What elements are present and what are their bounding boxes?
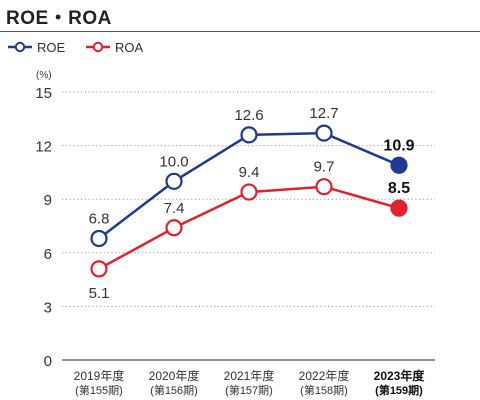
page-title: ROE・ROA bbox=[6, 8, 112, 29]
x-tick-label-term: (第156期) bbox=[150, 383, 198, 397]
title-divider bbox=[0, 31, 480, 32]
data-label-roe: 10.0 bbox=[159, 153, 188, 170]
data-label-roe: 6.8 bbox=[89, 211, 110, 228]
y-tick-label: 3 bbox=[44, 299, 52, 316]
data-point-roe bbox=[165, 172, 183, 190]
x-tick-label-term: (第158期) bbox=[300, 383, 348, 397]
y-tick-label: 6 bbox=[44, 246, 52, 263]
series-roa: 5.1 7.4 9.4 9.7 8.5 bbox=[89, 159, 411, 302]
series-roe: 6.8 10.0 12.6 12.7 10.9 bbox=[89, 105, 415, 248]
data-point-roe bbox=[240, 126, 258, 144]
data-point-roa bbox=[315, 178, 333, 196]
data-label-roa: 7.4 bbox=[164, 200, 185, 217]
data-point-roa bbox=[390, 199, 408, 217]
legend-label: ROA bbox=[115, 40, 144, 55]
x-tick-label-term: (第157期) bbox=[225, 383, 273, 397]
x-tick-label-term: (第155期) bbox=[75, 383, 123, 397]
data-label-roa: 9.7 bbox=[314, 159, 335, 176]
data-point-roa bbox=[90, 260, 108, 278]
y-axis-ticks: 0 3 6 9 12 15 bbox=[35, 85, 52, 370]
y-tick-label: 0 bbox=[44, 353, 52, 370]
legend-item-roe: ROE bbox=[8, 40, 66, 55]
x-tick-label-year: 2023年度 bbox=[374, 368, 426, 383]
data-label-roa: 5.1 bbox=[89, 285, 110, 302]
legend-item-roa: ROA bbox=[86, 40, 144, 55]
data-label-roe: 12.6 bbox=[234, 107, 263, 124]
legend-label: ROE bbox=[37, 40, 66, 55]
legend-marker bbox=[14, 41, 26, 53]
data-point-roa bbox=[240, 183, 258, 201]
data-label-roe: 10.9 bbox=[383, 137, 414, 154]
legend-marker bbox=[92, 41, 104, 53]
y-tick-label: 15 bbox=[35, 85, 52, 102]
chart-legend: ROE ROA bbox=[8, 40, 144, 55]
data-label-roe: 12.7 bbox=[309, 105, 338, 122]
x-tick-label-year: 2021年度 bbox=[224, 368, 275, 383]
data-point-roe bbox=[315, 124, 333, 142]
y-tick-label: 9 bbox=[44, 192, 52, 209]
x-tick-label-year: 2020年度 bbox=[149, 368, 200, 383]
x-tick-label-term: (第159期) bbox=[375, 383, 423, 397]
y-axis-unit-label: (%) bbox=[36, 70, 52, 81]
x-axis-ticks: 2019年度(第155期) 2020年度(第156期) 2021年度(第157期) 2… bbox=[74, 368, 426, 397]
data-point-roe bbox=[390, 156, 408, 174]
data-label-roa: 8.5 bbox=[388, 180, 410, 197]
y-tick-label: 12 bbox=[35, 139, 52, 156]
x-tick-label-year: 2022年度 bbox=[299, 368, 350, 383]
data-label-roa: 9.4 bbox=[239, 164, 260, 181]
data-point-roe bbox=[90, 229, 108, 248]
series-layer: 6.8 10.0 12.6 12.7 10.9 5.1 7.4 9.4 9.7 8.5 bbox=[89, 105, 415, 302]
x-tick-label-year: 2019年度 bbox=[74, 368, 125, 383]
data-point-roa bbox=[165, 219, 183, 237]
